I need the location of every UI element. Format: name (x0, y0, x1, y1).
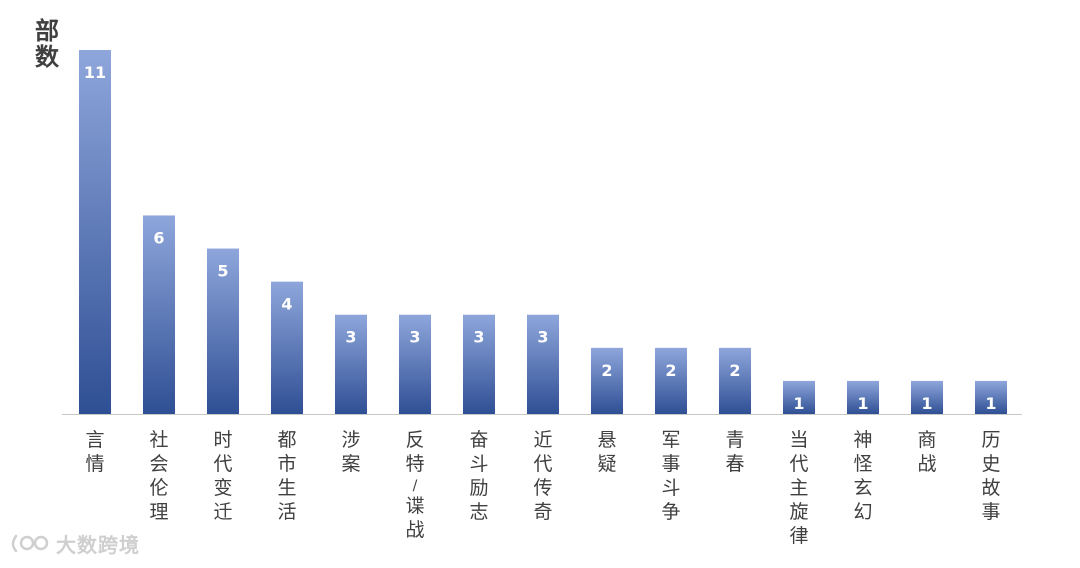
x-tick-label-3: 都市生活 (277, 429, 296, 523)
x-tick-label-6: 奋斗励志 (469, 429, 488, 523)
x-tick-label-0: 言情 (85, 429, 104, 475)
bar-14 (975, 380, 1007, 414)
bar-1 (143, 215, 175, 414)
data-label-10: 2 (729, 361, 740, 380)
x-tick-label-7: 近代传奇 (533, 429, 552, 523)
data-label-11: 1 (793, 394, 804, 413)
bar-12 (847, 380, 879, 414)
x-tick-label-14: 历史故事 (981, 429, 1000, 523)
y-axis-label-char: 数 (35, 43, 59, 71)
data-label-13: 1 (921, 394, 932, 413)
bar-8 (591, 347, 623, 414)
bar-5 (399, 314, 431, 414)
y-axis-label-char: 部 (35, 17, 59, 45)
bar-3 (271, 281, 303, 414)
data-label-2: 5 (217, 262, 228, 281)
x-tick-label-2: 时代变迁 (213, 429, 232, 523)
bar-9 (655, 347, 687, 414)
data-label-7: 3 (537, 328, 548, 347)
x-tick-label-13: 商战 (917, 429, 936, 475)
x-tick-label-12: 神怪玄幻 (853, 429, 872, 523)
bar-11 (783, 380, 815, 414)
bar-2 (207, 248, 239, 414)
x-tick-label-8: 悬疑 (597, 429, 616, 475)
data-label-0: 11 (84, 63, 106, 82)
y-axis-label: 部数 (30, 18, 64, 70)
bar-7 (527, 314, 559, 414)
x-tick-label-9: 军事斗争 (661, 429, 680, 523)
data-label-6: 3 (473, 328, 484, 347)
data-label-12: 1 (857, 394, 868, 413)
bar-4 (335, 314, 367, 414)
data-label-14: 1 (985, 394, 996, 413)
bar-6 (463, 314, 495, 414)
x-tick-label-1: 社会伦理 (149, 429, 168, 523)
data-label-8: 2 (601, 361, 612, 380)
watermark-logo-icon (11, 534, 49, 553)
bar-0 (79, 50, 111, 414)
watermark: 大数跨境 (10, 528, 140, 558)
x-tick-label-11: 当代主旋律 (789, 429, 808, 547)
watermark-text: 大数跨境 (56, 532, 140, 557)
data-label-5: 3 (409, 328, 420, 347)
data-label-1: 6 (153, 228, 164, 247)
data-label-3: 4 (281, 295, 292, 314)
bar-10 (719, 347, 751, 414)
data-label-9: 2 (665, 361, 676, 380)
bar-13 (911, 380, 943, 414)
x-tick-label-10: 青春 (725, 429, 744, 475)
data-label-4: 3 (345, 328, 356, 347)
x-tick-label-5: 反特/谍战 (405, 429, 424, 541)
x-tick-label-4: 涉案 (341, 429, 360, 475)
